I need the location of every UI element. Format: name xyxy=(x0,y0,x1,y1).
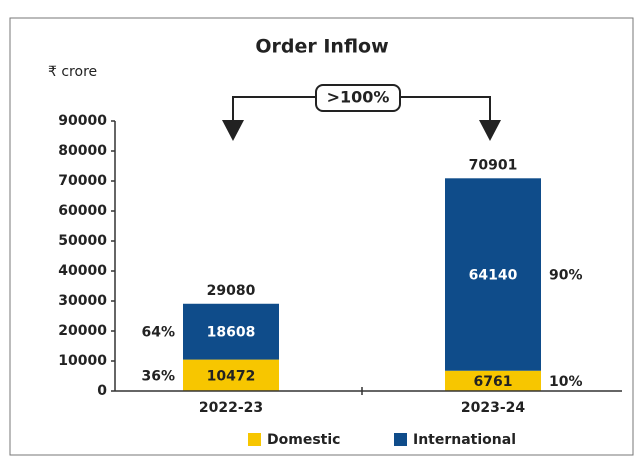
bar-segment xyxy=(445,370,541,391)
percent-label: 36% xyxy=(141,368,175,384)
y-tick-label: 20000 xyxy=(58,323,107,339)
annotation: >100% xyxy=(327,88,390,107)
y-tick-label: 0 xyxy=(97,383,107,399)
x-tick-label: 2022-23 xyxy=(199,400,263,416)
bar-segment xyxy=(183,303,279,360)
percent-label: 64% xyxy=(141,325,175,341)
chart-title: Order Inflow xyxy=(255,36,388,58)
y-tick-label: 10000 xyxy=(58,353,107,369)
total-label: 29080 xyxy=(207,283,256,299)
percent-label: 10% xyxy=(549,374,583,390)
value-label: 18608 xyxy=(207,325,256,341)
y-tick-label: 50000 xyxy=(58,233,107,249)
chart-frame xyxy=(9,17,634,456)
y-tick-label: 90000 xyxy=(58,113,107,129)
arrow-head xyxy=(222,120,244,141)
y-tick-label: 80000 xyxy=(58,143,107,159)
y-tick-label: 30000 xyxy=(58,293,107,309)
legend-label: Domestic xyxy=(267,432,340,448)
value-label: 6761 xyxy=(474,374,513,390)
bar-segment xyxy=(183,359,279,391)
percent-label: 90% xyxy=(549,268,583,284)
unit-label: ₹ crore xyxy=(48,64,97,80)
total-label: 70901 xyxy=(469,157,518,173)
legend-swatch xyxy=(248,433,261,446)
legend-label: International xyxy=(413,432,516,448)
value-label: 10472 xyxy=(207,368,256,384)
bar-segment xyxy=(445,178,541,371)
y-tick-label: 60000 xyxy=(58,203,107,219)
value-label: 64140 xyxy=(469,268,518,284)
growth-annotation xyxy=(232,84,491,122)
arrow-head xyxy=(479,120,501,141)
legend-swatch xyxy=(394,433,407,446)
y-tick-label: 40000 xyxy=(58,263,107,279)
x-tick-label: 2023-24 xyxy=(461,400,526,416)
y-tick-label: 70000 xyxy=(58,173,107,189)
